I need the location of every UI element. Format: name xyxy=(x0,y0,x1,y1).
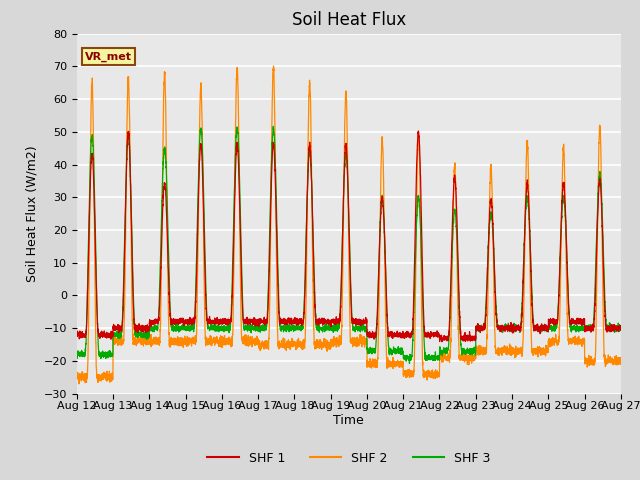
SHF 2 xyxy=(73,372,81,378)
SHF 1 xyxy=(471,333,479,339)
SHF 2 xyxy=(471,355,479,360)
SHF 3 xyxy=(471,348,479,353)
SHF 3 xyxy=(406,360,413,366)
SHF 3 xyxy=(269,123,277,129)
SHF 3 xyxy=(616,328,624,334)
SHF 2 xyxy=(269,63,277,69)
SHF 1 xyxy=(171,319,179,324)
SHF 1 xyxy=(616,326,624,332)
SHF 2 xyxy=(616,361,624,367)
SHF 2 xyxy=(441,354,449,360)
Y-axis label: Soil Heat Flux (W/m2): Soil Heat Flux (W/m2) xyxy=(25,145,38,282)
Line: SHF 3: SHF 3 xyxy=(77,126,621,363)
SHF 3 xyxy=(73,353,81,359)
SHF 3 xyxy=(329,326,337,332)
X-axis label: Time: Time xyxy=(333,414,364,427)
SHF 2 xyxy=(171,338,179,344)
SHF 3 xyxy=(617,325,625,331)
SHF 1 xyxy=(441,337,449,343)
SHF 3 xyxy=(502,323,509,329)
Title: Soil Heat Flux: Soil Heat Flux xyxy=(292,11,406,29)
Text: VR_met: VR_met xyxy=(85,51,132,62)
SHF 1 xyxy=(617,325,625,331)
Legend: SHF 1, SHF 2, SHF 3: SHF 1, SHF 2, SHF 3 xyxy=(202,447,495,469)
SHF 2 xyxy=(75,381,83,387)
SHF 1 xyxy=(438,339,446,345)
SHF 1 xyxy=(328,319,336,324)
SHF 2 xyxy=(502,348,509,354)
SHF 2 xyxy=(617,357,625,363)
SHF 3 xyxy=(171,324,179,330)
Line: SHF 2: SHF 2 xyxy=(77,66,621,384)
SHF 2 xyxy=(329,338,337,344)
Line: SHF 1: SHF 1 xyxy=(77,131,621,342)
SHF 1 xyxy=(73,329,81,335)
SHF 1 xyxy=(415,128,422,134)
SHF 1 xyxy=(502,324,509,330)
SHF 3 xyxy=(441,348,449,354)
